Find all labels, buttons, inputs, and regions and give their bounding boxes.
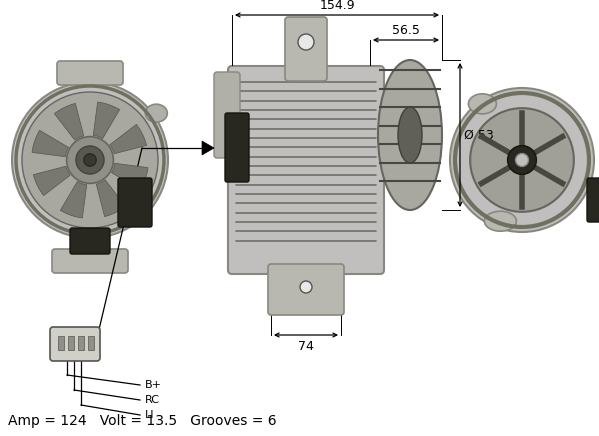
FancyBboxPatch shape: [50, 327, 100, 361]
Ellipse shape: [398, 107, 422, 163]
Polygon shape: [32, 130, 68, 157]
Ellipse shape: [66, 136, 113, 184]
Polygon shape: [60, 181, 87, 218]
Bar: [58, 336, 64, 350]
FancyBboxPatch shape: [52, 249, 128, 273]
Circle shape: [300, 281, 312, 293]
Ellipse shape: [378, 60, 442, 210]
Ellipse shape: [12, 82, 168, 238]
FancyBboxPatch shape: [225, 113, 249, 182]
Polygon shape: [111, 163, 148, 190]
Text: LI: LI: [145, 410, 155, 420]
Ellipse shape: [84, 154, 96, 166]
Circle shape: [516, 153, 528, 167]
FancyBboxPatch shape: [57, 61, 123, 85]
FancyBboxPatch shape: [70, 228, 110, 254]
Ellipse shape: [22, 92, 158, 228]
Polygon shape: [96, 180, 126, 217]
Circle shape: [507, 146, 536, 174]
Ellipse shape: [485, 211, 516, 231]
FancyBboxPatch shape: [214, 72, 240, 158]
Circle shape: [470, 108, 574, 212]
FancyBboxPatch shape: [118, 178, 152, 227]
Circle shape: [450, 88, 594, 232]
Text: B+: B+: [145, 380, 162, 390]
Ellipse shape: [76, 146, 104, 174]
Polygon shape: [55, 103, 84, 140]
Polygon shape: [110, 124, 147, 154]
FancyBboxPatch shape: [285, 17, 327, 81]
Bar: [68, 336, 74, 350]
Polygon shape: [34, 166, 70, 196]
Text: 56.5: 56.5: [392, 24, 420, 37]
FancyBboxPatch shape: [587, 178, 599, 222]
FancyBboxPatch shape: [268, 264, 344, 315]
Text: 74: 74: [298, 340, 314, 353]
Text: RC: RC: [145, 395, 160, 405]
Bar: [88, 336, 94, 350]
Bar: [78, 336, 84, 350]
Circle shape: [298, 34, 314, 50]
FancyBboxPatch shape: [228, 66, 384, 274]
Polygon shape: [93, 102, 120, 139]
Text: Amp = 124   Volt = 13.5   Grooves = 6: Amp = 124 Volt = 13.5 Grooves = 6: [8, 414, 277, 428]
Ellipse shape: [468, 94, 497, 114]
Ellipse shape: [146, 104, 167, 122]
Text: 154.9: 154.9: [319, 0, 355, 12]
Polygon shape: [202, 141, 214, 155]
Text: Ø 53: Ø 53: [464, 129, 494, 142]
